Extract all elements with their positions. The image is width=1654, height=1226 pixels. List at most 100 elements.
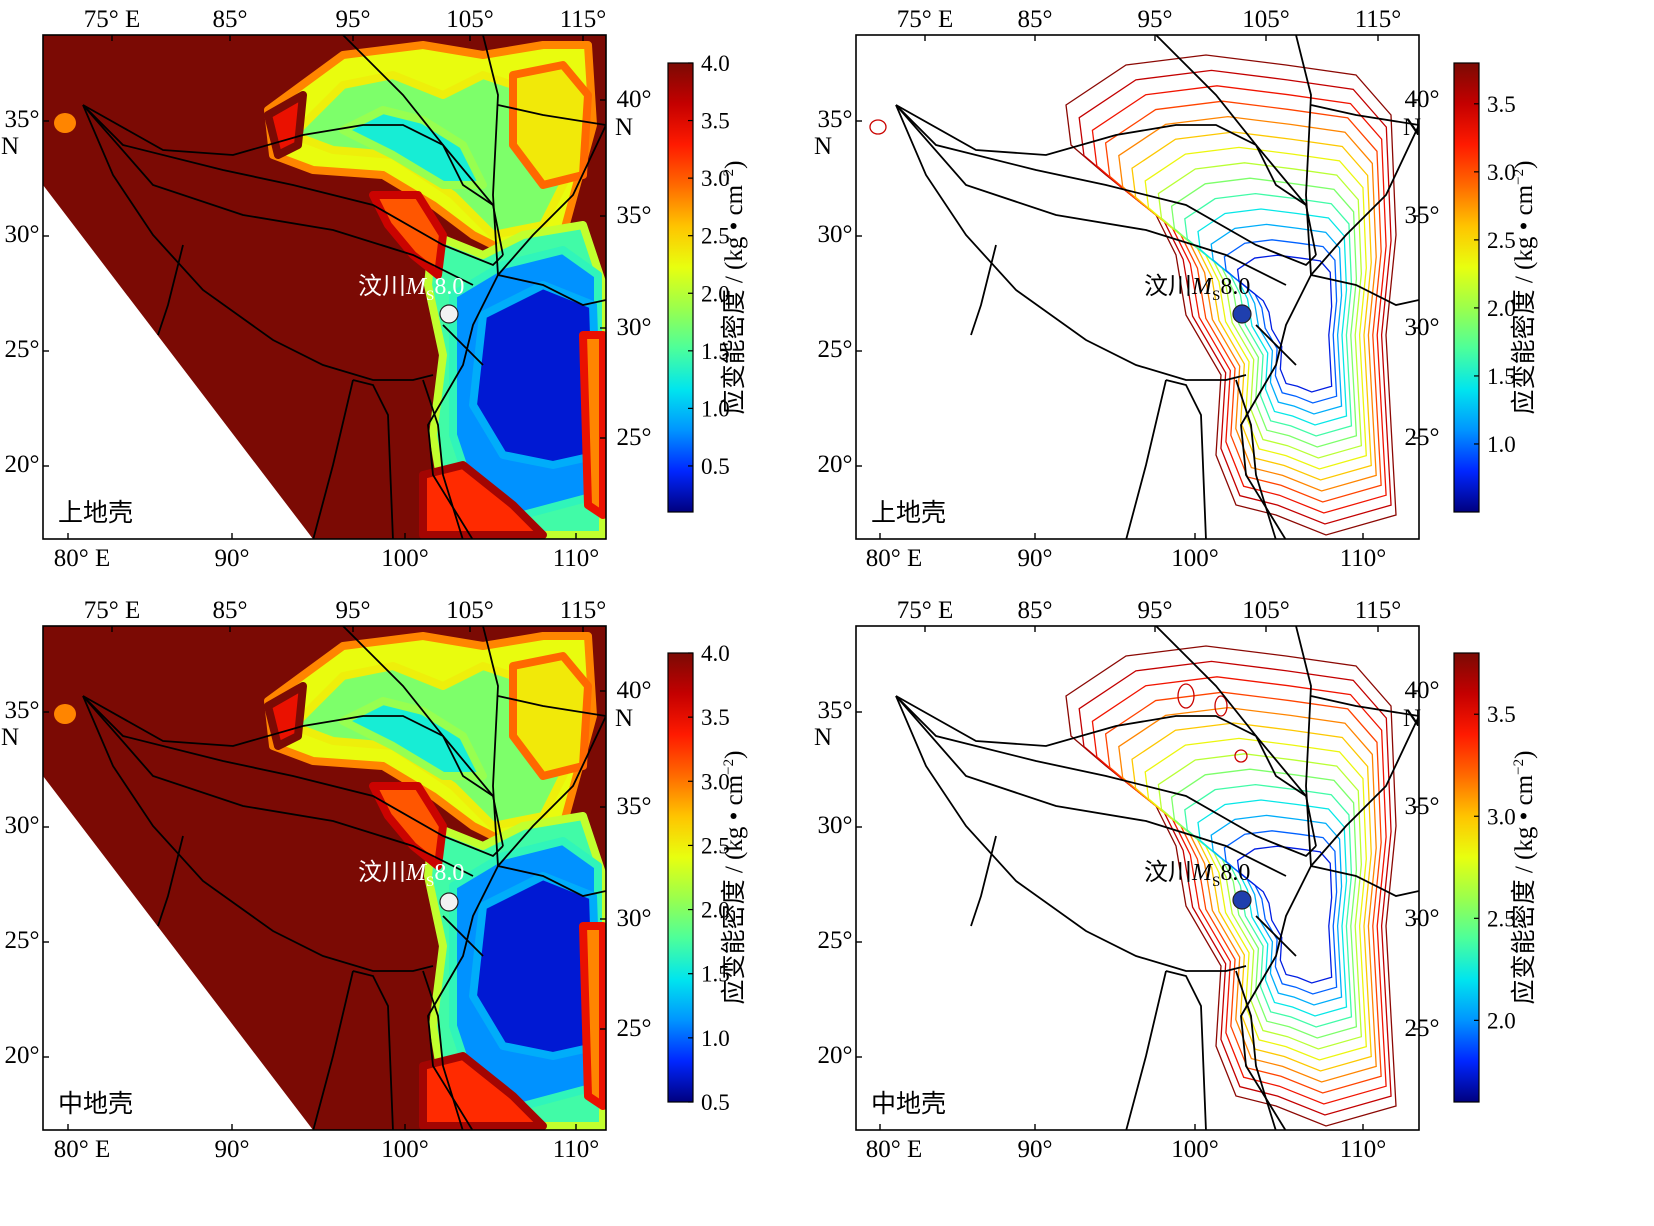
fault-line xyxy=(82,104,504,256)
colorbar xyxy=(1453,652,1480,1103)
strain-contour xyxy=(1078,660,1392,1116)
top-tick-label: 85° xyxy=(213,597,248,624)
bottom-tick-label: 90° xyxy=(215,1136,250,1163)
right-tick-label: 30° xyxy=(617,314,652,341)
strain-contour xyxy=(1177,683,1195,709)
top-tick-label: 95° xyxy=(1138,597,1173,624)
fault-line xyxy=(82,104,474,286)
colorbar-tick-label: 2.5 xyxy=(701,224,730,249)
fault-line xyxy=(82,695,504,847)
strain-field-region xyxy=(54,113,76,133)
left-tick-label: N xyxy=(1,133,19,160)
strain-contour xyxy=(1210,223,1343,415)
right-tick-label: 35° xyxy=(1405,793,1440,820)
strain-contour xyxy=(1157,162,1363,459)
left-tick-label: 35° xyxy=(5,106,40,133)
strain-field-region xyxy=(579,331,606,519)
colorbar-tick-label: 1.0 xyxy=(701,396,730,421)
fault-line xyxy=(82,695,434,972)
fault-line xyxy=(427,626,499,1130)
left-tick-label: 35° xyxy=(818,697,853,724)
fault-line xyxy=(895,104,1247,381)
strain-contour xyxy=(1078,69,1392,525)
fault-line xyxy=(1165,379,1207,539)
strain-field-region xyxy=(579,922,606,1110)
colorbar-tick-label: 2.5 xyxy=(701,833,730,858)
map-panel-middle-crust-filled: 75° E 85° 95° 105° 115°80° E 90° 100° 110°35°N3… xyxy=(1,597,748,1163)
top-tick-label: 115° xyxy=(1355,597,1402,624)
colorbar-tick-label: 3.5 xyxy=(1487,92,1516,117)
strain-contour xyxy=(1118,115,1377,492)
strain-contour xyxy=(1210,814,1343,1006)
colorbar-tick-label: 4.0 xyxy=(701,51,730,76)
map-frame xyxy=(42,34,607,540)
left-tick-label: 20° xyxy=(818,1042,853,1069)
colorbar-tick-label: 3.0 xyxy=(1487,804,1516,829)
fault-line xyxy=(1310,124,1419,276)
strain-contour xyxy=(869,119,887,135)
fault-line xyxy=(442,915,484,957)
colorbar-tick-label: 2.0 xyxy=(1487,1008,1516,1033)
colorbar-tick-label: 3.0 xyxy=(1487,160,1516,185)
left-tick-label: 30° xyxy=(818,812,853,839)
bottom-tick-label: 110° xyxy=(553,545,600,572)
epicenter-marker xyxy=(1232,304,1252,324)
left-tick-label: 30° xyxy=(818,221,853,248)
top-tick-label: 105° xyxy=(446,597,494,624)
crust-layer-label: 中地壳 xyxy=(871,1090,946,1118)
strain-contour xyxy=(1065,54,1397,536)
colorbar-title: 应变能密度 / (kg • cm−2) xyxy=(720,161,748,415)
right-tick-label: 25° xyxy=(1405,424,1440,451)
strain-field-region xyxy=(264,682,307,750)
wenchuan-quake-label: 汶川MS8.0 xyxy=(1144,859,1250,890)
fault-line xyxy=(497,274,606,306)
colorbar-title: 应变能密度 / (kg • cm−2) xyxy=(1510,751,1538,1005)
fault-line xyxy=(1165,970,1207,1130)
map-panel-upper-crust-contour: 75° E 85° 95° 105° 115°80° E 90° 100° 110°35°N3… xyxy=(814,6,1538,572)
crust-layer-label: 上地壳 xyxy=(871,499,946,527)
fault-line xyxy=(1240,35,1312,539)
strain-field-region xyxy=(469,281,602,469)
strain-contour xyxy=(1065,645,1397,1127)
strain-contour xyxy=(1197,208,1348,426)
strain-field-region xyxy=(339,106,487,189)
left-tick-label: 25° xyxy=(818,927,853,954)
colorbar-tick-label: 3.0 xyxy=(701,769,730,794)
left-tick-label: 25° xyxy=(5,336,40,363)
map-panel-upper-crust-filled: 75° E 85° 95° 105° 115°80° E 90° 100° 110°35°N3… xyxy=(1,6,748,572)
colorbar-tick-label: 0.5 xyxy=(701,1090,730,1115)
strain-contour xyxy=(1104,100,1382,503)
strain-contour xyxy=(1234,749,1248,763)
crust-layer-label: 上地壳 xyxy=(58,499,133,527)
bottom-tick-label: 80° E xyxy=(54,545,111,572)
top-tick-label: 85° xyxy=(213,6,248,33)
left-tick-label: 25° xyxy=(5,927,40,954)
fault-line xyxy=(352,379,394,539)
fault-line xyxy=(342,35,494,206)
colorbar-tick-label: 3.5 xyxy=(701,109,730,134)
fault-line xyxy=(1255,324,1297,366)
fault-line xyxy=(312,970,354,1130)
epicenter-marker xyxy=(439,892,459,912)
strain-field-region xyxy=(419,461,547,539)
strain-field-region xyxy=(339,697,487,780)
epicenter-marker xyxy=(439,304,459,324)
strain-contour xyxy=(1091,676,1387,1105)
colorbar-tick-label: 3.5 xyxy=(701,705,730,730)
top-tick-label: 115° xyxy=(560,597,607,624)
colorbar-tick-label: 1.5 xyxy=(1487,364,1516,389)
colorbar-tick-label: 1.5 xyxy=(701,962,730,987)
fault-line xyxy=(1310,695,1419,717)
fault-line xyxy=(157,244,184,336)
top-tick-label: 75° E xyxy=(897,6,954,33)
top-tick-label: 75° E xyxy=(84,597,141,624)
top-tick-label: 85° xyxy=(1018,597,1053,624)
strain-contour xyxy=(1223,239,1338,404)
fault-line xyxy=(352,970,394,1130)
fault-line xyxy=(895,695,1247,972)
fault-line xyxy=(497,695,606,717)
top-tick-label: 95° xyxy=(1138,6,1173,33)
left-tick-label: 25° xyxy=(818,336,853,363)
wenchuan-quake-label: 汶川MS8.0 xyxy=(1144,273,1250,304)
colorbar xyxy=(1453,62,1480,513)
